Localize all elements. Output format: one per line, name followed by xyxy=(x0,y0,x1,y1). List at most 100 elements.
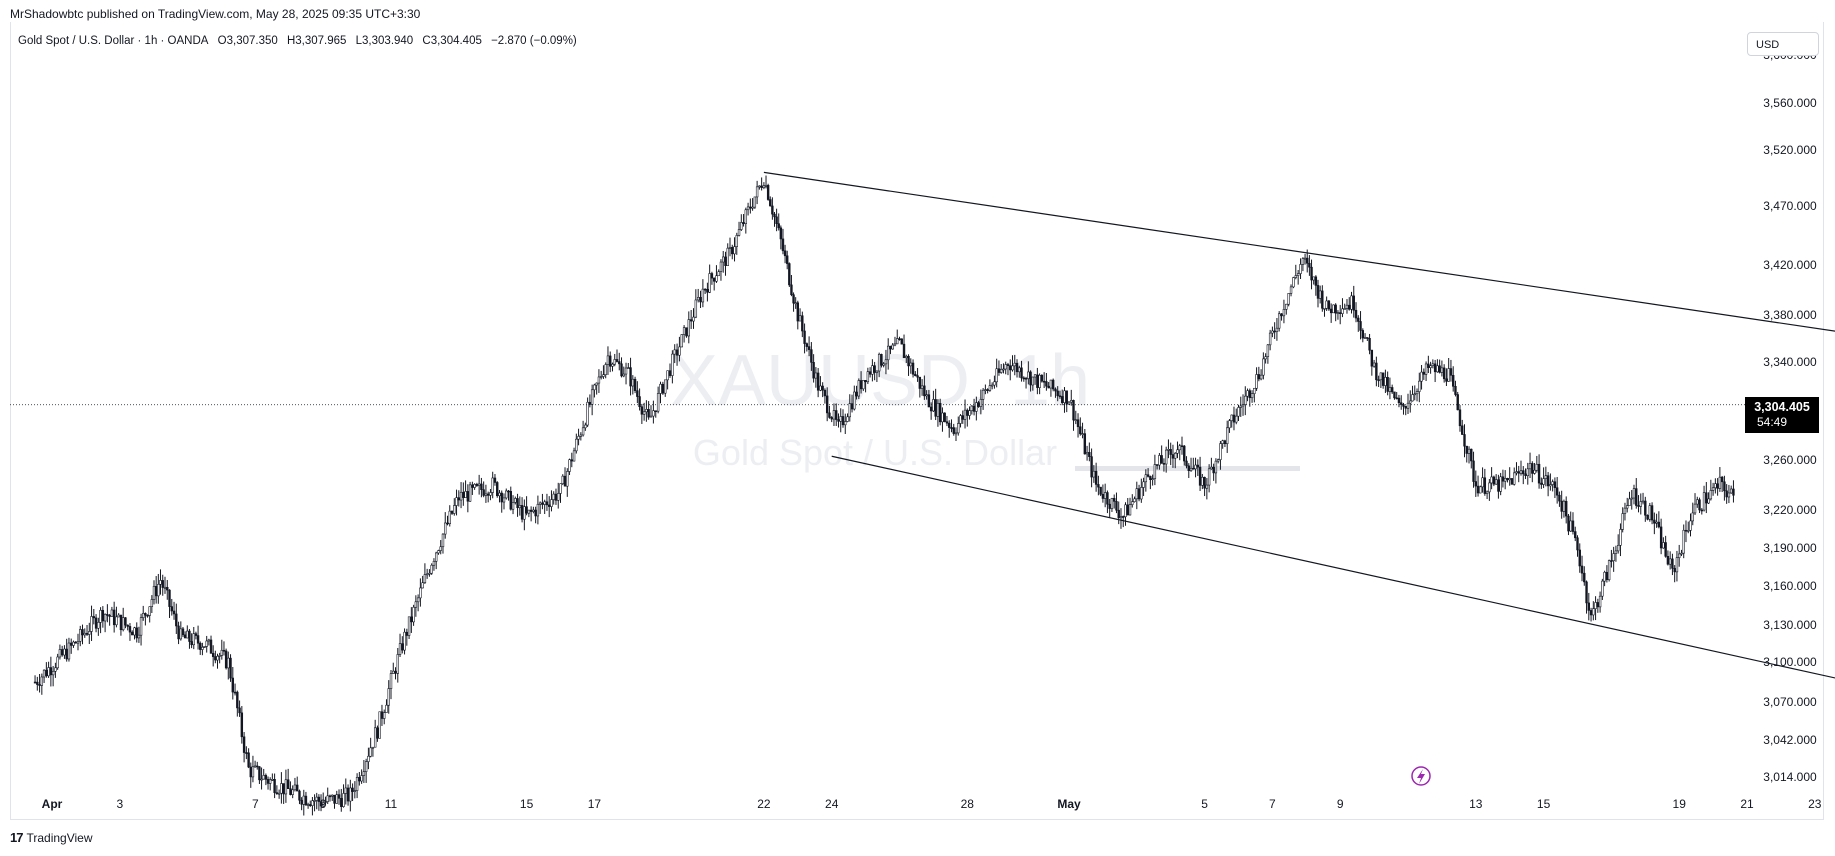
candles xyxy=(33,175,1735,816)
candle-body xyxy=(1308,262,1311,268)
candle-body xyxy=(1517,471,1520,474)
candle-body xyxy=(1630,497,1633,500)
candle-body xyxy=(1146,474,1150,477)
candle-body xyxy=(853,391,856,410)
candle-body xyxy=(1519,470,1523,474)
candle-body xyxy=(1479,486,1482,494)
candle-body xyxy=(355,777,359,791)
candle-body xyxy=(588,401,592,405)
candle-body xyxy=(482,489,485,496)
candle-body xyxy=(1458,409,1462,427)
candle-body xyxy=(957,423,960,434)
candle-body xyxy=(1447,368,1450,382)
candle-body xyxy=(1436,365,1439,373)
candle-body xyxy=(1508,478,1511,481)
candle-body xyxy=(1431,363,1435,367)
candle-body xyxy=(1583,572,1586,583)
candle-body xyxy=(1289,286,1293,294)
candle-body xyxy=(880,353,883,366)
candle-body xyxy=(850,403,854,410)
candle-body xyxy=(1576,537,1579,551)
tradingview-logo[interactable]: 17 TradingView xyxy=(10,830,93,845)
candle-body xyxy=(1709,490,1713,500)
candle-body xyxy=(1485,491,1489,494)
candle-body xyxy=(1725,490,1728,498)
candle-body xyxy=(83,632,86,636)
candle-body xyxy=(1131,501,1134,505)
candle-body xyxy=(1113,498,1116,502)
candle-body xyxy=(121,617,125,631)
candle-body xyxy=(1045,381,1048,387)
time-tick-label: Apr xyxy=(42,797,63,811)
candle-body xyxy=(1079,426,1082,435)
candle-body xyxy=(984,389,987,391)
time-axis[interactable]: Apr379111517222428May57913151921232729Ju… xyxy=(42,797,1835,811)
candle-body xyxy=(1470,448,1473,462)
candle-body xyxy=(190,641,193,646)
candle-body xyxy=(1226,427,1229,445)
candle-body xyxy=(1693,503,1697,514)
candle-body xyxy=(268,779,272,784)
candle-body xyxy=(900,338,903,345)
channel-upper-trendline[interactable] xyxy=(763,171,1835,357)
price-tick-label: 3,380.000 xyxy=(1763,308,1817,322)
candle-body xyxy=(385,704,388,713)
candle-body xyxy=(1085,452,1089,455)
candle-body xyxy=(1097,484,1100,488)
candle-body xyxy=(1544,475,1548,479)
candle-body xyxy=(1639,501,1642,507)
candle-body xyxy=(1522,470,1525,475)
candle-body xyxy=(764,185,768,187)
candle-body xyxy=(1427,363,1430,368)
candle-body xyxy=(500,492,503,503)
candle-body xyxy=(948,422,951,428)
event-marker[interactable] xyxy=(1411,766,1431,786)
candle-body xyxy=(642,411,646,415)
candle-body xyxy=(491,477,494,493)
candle-body xyxy=(547,504,551,507)
candle-body xyxy=(805,343,809,347)
currency-button[interactable]: USD xyxy=(1747,32,1819,56)
candle-body xyxy=(1705,492,1708,504)
candle-body xyxy=(1149,476,1152,480)
candle-body xyxy=(1144,474,1148,483)
candle-body xyxy=(81,629,84,636)
candle-body xyxy=(205,640,208,647)
candle-body xyxy=(159,580,162,585)
candle-body xyxy=(604,364,607,375)
candle-body xyxy=(652,410,655,417)
symbol-legend[interactable]: Gold Spot / U.S. Dollar · 1h · OANDA O3,… xyxy=(18,35,583,47)
candle-body xyxy=(1662,542,1665,549)
candle-body xyxy=(794,302,797,305)
candle-body xyxy=(1716,483,1719,489)
candle-body xyxy=(970,405,974,411)
candle-body xyxy=(1339,312,1342,314)
candle-body xyxy=(1537,463,1541,484)
candle-body xyxy=(1632,488,1636,499)
candle-body xyxy=(101,609,105,622)
candle-body xyxy=(40,676,44,686)
candle-body xyxy=(1506,478,1509,481)
candle-body xyxy=(38,684,41,686)
candle-body xyxy=(369,747,372,757)
candle-body xyxy=(1650,505,1654,521)
candle-body xyxy=(923,385,926,397)
candle-body xyxy=(1452,375,1455,387)
candle-body xyxy=(1122,516,1125,518)
candle-body xyxy=(1535,463,1539,471)
candle-body xyxy=(124,617,127,626)
candle-body xyxy=(1164,449,1168,465)
candle-body xyxy=(532,509,535,512)
candle-body xyxy=(993,381,996,386)
channel-lower-trendline[interactable] xyxy=(831,455,1835,756)
candle-body xyxy=(1306,257,1309,264)
candle-body xyxy=(1158,455,1161,466)
candle-body xyxy=(848,403,851,418)
candle-body xyxy=(1040,374,1044,382)
candle-body xyxy=(557,493,560,501)
candle-body xyxy=(1555,487,1559,496)
candle-body xyxy=(918,376,922,389)
candle-body xyxy=(398,643,402,655)
drawings[interactable] xyxy=(763,171,1835,756)
